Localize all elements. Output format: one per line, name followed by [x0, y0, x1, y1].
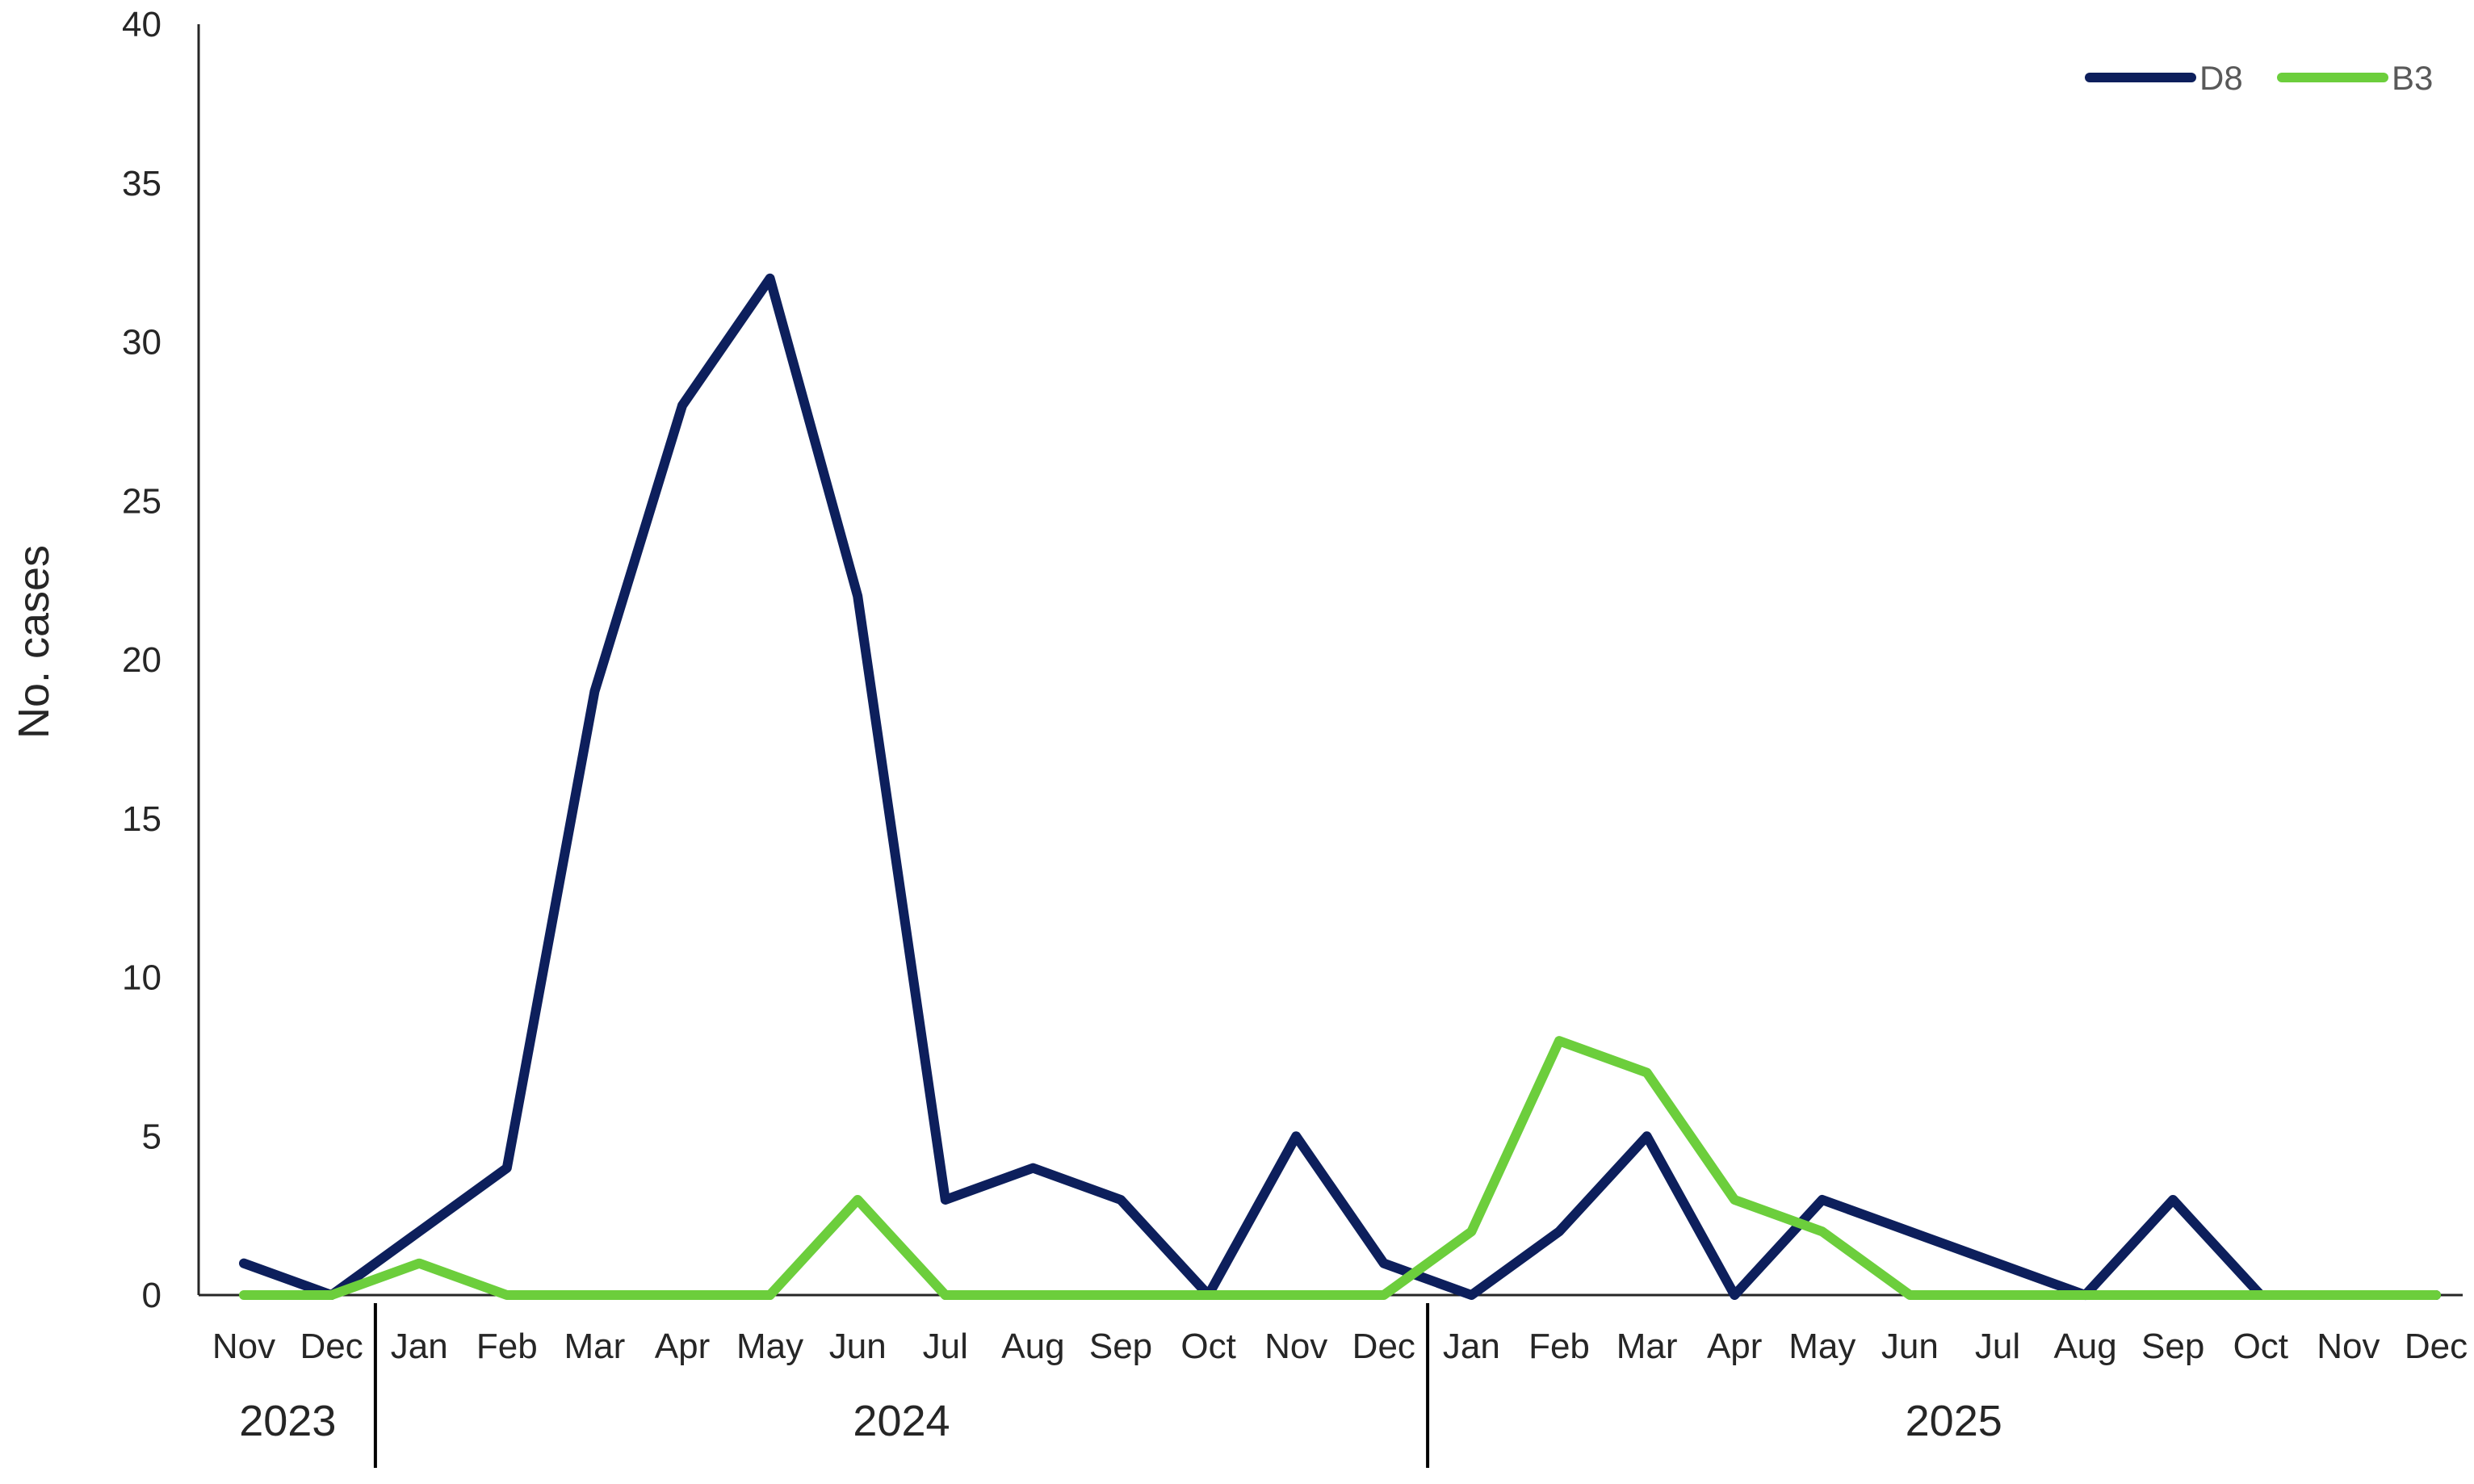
- x-tick-label: Feb: [476, 1327, 538, 1366]
- x-tick-label: Oct: [1180, 1327, 1235, 1366]
- y-tick-label: 20: [122, 640, 161, 680]
- x-tick-label: Jul: [923, 1327, 968, 1366]
- year-labels: 2023 2024 2025: [239, 1303, 2002, 1468]
- x-tick-label: Sep: [2141, 1327, 2204, 1366]
- x-tick-label: Dec: [300, 1327, 363, 1366]
- x-tick-label: Mar: [564, 1327, 626, 1366]
- x-tick-label: Aug: [1001, 1327, 1064, 1366]
- x-tick-label: Apr: [1707, 1327, 1762, 1366]
- x-tick-label: May: [736, 1327, 803, 1366]
- y-tick-label: 35: [122, 164, 161, 203]
- y-tick-label: 15: [122, 799, 161, 839]
- x-tick-label: Nov: [1264, 1327, 1327, 1366]
- x-tick-label: Jun: [829, 1327, 887, 1366]
- x-tick-label: Jun: [1881, 1327, 1939, 1366]
- y-tick-label: 0: [142, 1276, 161, 1315]
- x-tick-label: Oct: [2233, 1327, 2288, 1366]
- year-label: 2024: [853, 1397, 950, 1445]
- x-tick-label: Aug: [2053, 1327, 2116, 1366]
- series-line-b3: [239, 1036, 2441, 1300]
- series-line-d8: [239, 273, 2441, 1300]
- x-tick-label: May: [1788, 1327, 1856, 1366]
- x-tick-label: Dec: [1352, 1327, 1415, 1366]
- y-axis-label: No. cases: [10, 545, 58, 739]
- x-tick-label: Mar: [1616, 1327, 1678, 1366]
- y-tick-label: 25: [122, 481, 161, 521]
- y-tick-label: 30: [122, 323, 161, 363]
- y-tick-label: 10: [122, 958, 161, 998]
- legend-label-d8: D8: [2199, 59, 2243, 97]
- axes: [197, 24, 2463, 1297]
- x-axis-ticks: Nov Dec Jan Feb Mar Apr May Jun Jul Aug Sep Oct Nov D…: [212, 1327, 2468, 1366]
- legend: D8 B3: [2085, 59, 2433, 97]
- series-lines: [239, 273, 2441, 1300]
- y-tick-label: 40: [122, 5, 161, 44]
- x-tick-label: Nov: [212, 1327, 275, 1366]
- x-tick-label: Jan: [1443, 1327, 1500, 1366]
- x-tick-label: Jan: [391, 1327, 448, 1366]
- year-label: 2025: [1906, 1397, 2002, 1445]
- x-tick-label: Apr: [655, 1327, 710, 1366]
- y-tick-label: 5: [142, 1117, 161, 1156]
- year-label: 2023: [239, 1397, 336, 1445]
- x-tick-label: Jul: [1975, 1327, 2020, 1366]
- x-tick-label: Sep: [1089, 1327, 1152, 1366]
- x-tick-label: Feb: [1528, 1327, 1590, 1366]
- x-tick-label: Dec: [2405, 1327, 2468, 1366]
- y-axis-ticks: 0 5 10 15 20 25 30 35 40: [122, 5, 161, 1315]
- x-tick-label: Nov: [2317, 1327, 2380, 1366]
- legend-label-b3: B3: [2392, 59, 2433, 97]
